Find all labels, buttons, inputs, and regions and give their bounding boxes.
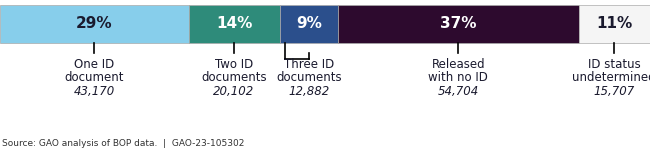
Text: 14%: 14% bbox=[216, 16, 252, 32]
Text: 9%: 9% bbox=[296, 16, 322, 32]
Text: 11%: 11% bbox=[596, 16, 632, 32]
Text: 29%: 29% bbox=[76, 16, 112, 32]
Text: One ID: One ID bbox=[74, 58, 114, 71]
Text: 20,102: 20,102 bbox=[213, 85, 255, 98]
Text: documents: documents bbox=[276, 71, 341, 84]
Bar bbox=[578, 5, 650, 43]
Bar bbox=[188, 5, 280, 43]
Text: 15,707: 15,707 bbox=[593, 85, 635, 98]
Text: 54,704: 54,704 bbox=[437, 85, 479, 98]
Text: undetermined: undetermined bbox=[573, 71, 650, 84]
Text: 43,170: 43,170 bbox=[73, 85, 115, 98]
Text: documents: documents bbox=[202, 71, 266, 84]
Text: Source: GAO analysis of BOP data.  |  GAO-23-105302: Source: GAO analysis of BOP data. | GAO-… bbox=[2, 139, 244, 148]
Bar bbox=[280, 5, 338, 43]
Text: Two ID: Two ID bbox=[215, 58, 253, 71]
Text: Three ID: Three ID bbox=[283, 58, 334, 71]
Bar bbox=[0, 5, 188, 43]
Text: ID status: ID status bbox=[588, 58, 641, 71]
Text: with no ID: with no ID bbox=[428, 71, 488, 84]
Text: document: document bbox=[64, 71, 124, 84]
Bar bbox=[338, 5, 578, 43]
Text: 37%: 37% bbox=[440, 16, 476, 32]
Text: Released: Released bbox=[432, 58, 485, 71]
Text: 12,882: 12,882 bbox=[288, 85, 330, 98]
